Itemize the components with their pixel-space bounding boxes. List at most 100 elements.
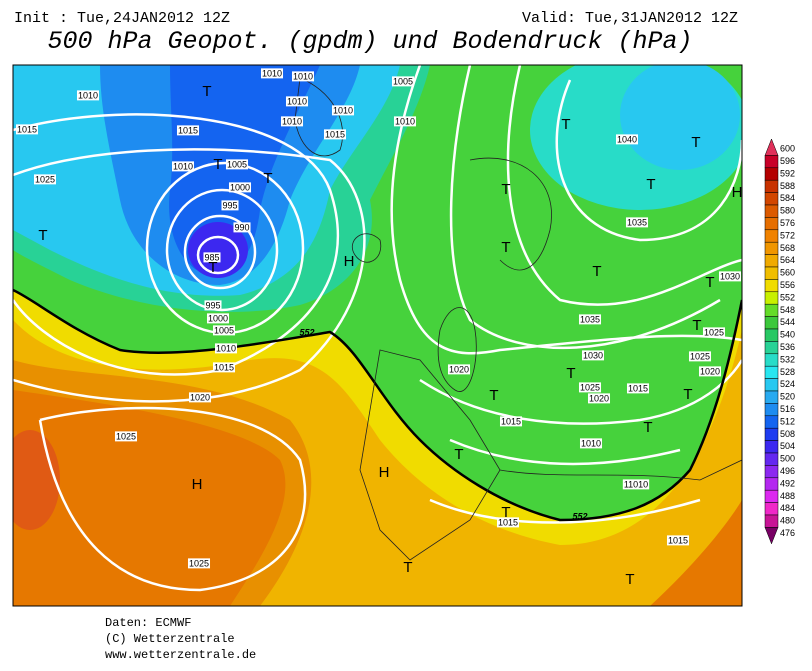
colorbar-swatch <box>764 217 779 231</box>
pressure-center: T <box>501 239 510 256</box>
colorbar-label: 564 <box>780 255 795 265</box>
pressure-center: T <box>501 504 510 521</box>
label-bg <box>393 116 417 127</box>
valid-time: Valid: Tue,31JAN2012 12Z <box>522 10 738 27</box>
isobar-label: 1025 <box>116 431 136 441</box>
colorbar: 600 596 592 588 584 580 576 572 568 564 560 556 552 5… <box>764 138 795 545</box>
colorbar-swatch <box>764 229 779 243</box>
isobar-label: 1010 <box>293 71 313 81</box>
pressure-center: T <box>692 317 701 334</box>
colorbar-label: 496 <box>780 466 795 476</box>
label-bg <box>496 517 520 528</box>
colorbar-swatch <box>764 365 779 379</box>
label-bg <box>499 416 523 427</box>
label-bg <box>204 300 222 311</box>
warm-area <box>650 500 742 606</box>
isobar-label: 1030 <box>583 350 603 360</box>
label-bg <box>212 325 236 336</box>
colorbar-label: 488 <box>780 491 795 501</box>
colorbar-label: 568 <box>780 243 795 253</box>
label-bg <box>285 96 309 107</box>
colorbar-label: 580 <box>780 206 795 216</box>
isobar-label: 1005 <box>214 325 234 335</box>
isobar-label: 1015 <box>325 129 345 139</box>
isobar-label: 1010 <box>216 343 236 353</box>
colorbar-label: 556 <box>780 280 795 290</box>
colorbar-label: 588 <box>780 181 795 191</box>
isobar-label: 1025 <box>189 558 209 568</box>
colorbar-swatch <box>764 155 779 169</box>
isobar-label: 985 <box>204 252 219 262</box>
colorbar-swatch <box>764 477 779 491</box>
isobar-label: 1025 <box>580 382 600 392</box>
label-bg <box>331 105 355 116</box>
pressure-center: T <box>213 156 222 173</box>
pressure-center: T <box>683 386 692 403</box>
isobar-label: 11010 <box>624 479 648 489</box>
colorbar-swatch <box>764 415 779 429</box>
isobar-label: 1015 <box>628 383 648 393</box>
label-bg <box>578 314 602 325</box>
isobar-label: 1010 <box>282 116 302 126</box>
colorbar-label: 600 <box>780 144 795 154</box>
pressure-center: T <box>705 274 714 291</box>
colorbar-label: 592 <box>780 168 795 178</box>
label-bg <box>187 558 211 569</box>
pressure-center: T <box>561 116 570 133</box>
isobar-label: 1005 <box>393 76 413 86</box>
label-bg <box>76 90 100 101</box>
isobar-label: 1025 <box>690 351 710 361</box>
pressure-center: T <box>646 176 655 193</box>
colorbar-label: 536 <box>780 342 795 352</box>
colorbar-swatch <box>764 241 779 255</box>
isobar-label: 1020 <box>700 366 720 376</box>
isobar-label: 1010 <box>262 68 282 78</box>
pressure-center: T <box>38 227 47 244</box>
label-bg <box>221 200 239 211</box>
label-bg <box>214 343 238 354</box>
coastlines <box>294 77 742 561</box>
isobar-label: 1035 <box>580 314 600 324</box>
data-source: Daten: ECMWF <box>105 616 191 630</box>
colorbar-label: 548 <box>780 305 795 315</box>
isobar-label: 1005 <box>227 159 247 169</box>
label-bg <box>228 182 252 193</box>
isobar-label: 1020 <box>589 393 609 403</box>
colorbar-swatch <box>764 527 779 545</box>
label-bg <box>203 252 221 263</box>
pressure-center: H <box>732 184 743 201</box>
label-bg <box>581 350 605 361</box>
colorbar-label: 476 <box>780 528 795 538</box>
label-bg <box>260 68 284 79</box>
isobar-label: 1035 <box>627 217 647 227</box>
label-bg <box>579 438 603 449</box>
colorbar-label: 560 <box>780 268 795 278</box>
isobar-label: 1000 <box>230 182 250 192</box>
pressure-center: T <box>691 134 700 151</box>
colorbar-label: 596 <box>780 156 795 166</box>
pressure-center: T <box>202 83 211 100</box>
colorbar-swatch <box>764 254 779 268</box>
isobar-label: 1030 <box>720 271 740 281</box>
label-bg <box>718 271 742 282</box>
pressure-center: T <box>625 571 634 588</box>
colorbar-swatch <box>764 291 779 305</box>
colorbar-swatch <box>764 341 779 355</box>
pressure-center: T <box>454 446 463 463</box>
isobar-label: 995 <box>205 300 220 310</box>
label-bg <box>622 479 650 490</box>
label-bg <box>587 393 611 404</box>
isobar-label: 1015 <box>214 362 234 372</box>
warm-area <box>13 390 286 606</box>
contour-552 <box>13 288 742 522</box>
colorbar-swatch <box>764 465 779 479</box>
colorbar-swatch <box>764 279 779 293</box>
colorbar-swatch <box>764 502 779 516</box>
pressure-center: T <box>643 419 652 436</box>
label-bg <box>176 125 200 136</box>
colorbar-label: 508 <box>780 429 795 439</box>
colorbar-swatch <box>764 440 779 454</box>
cyan-area <box>620 65 740 170</box>
colorbar-label: 540 <box>780 330 795 340</box>
isobar-label: 1010 <box>287 96 307 106</box>
